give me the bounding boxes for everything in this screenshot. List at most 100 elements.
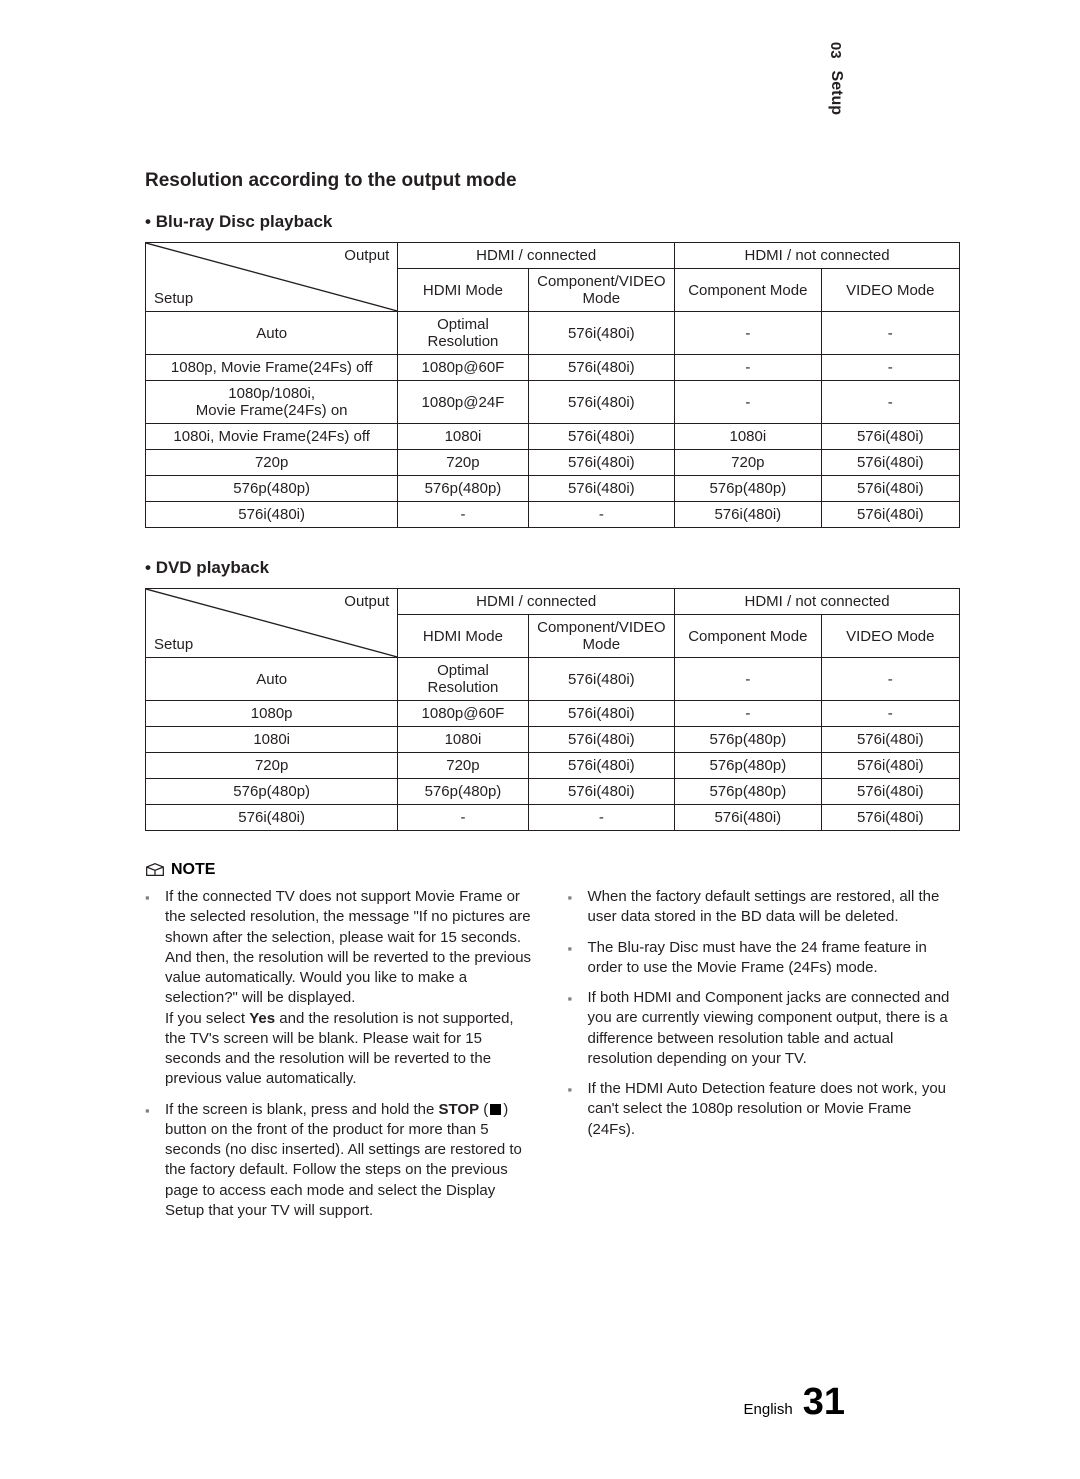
value-cell: 576i(480i) — [821, 727, 959, 753]
page-title: Resolution according to the output mode — [145, 170, 960, 192]
setup-cell: 576i(480i) — [146, 805, 398, 831]
value-cell: 576i(480i) — [528, 658, 675, 701]
value-cell: 576i(480i) — [528, 312, 675, 355]
hdr-video-mode: VIDEO Mode — [821, 269, 959, 312]
table-head: Output Setup HDMI / connected HDMI / not… — [146, 243, 960, 312]
value-cell: 576i(480i) — [821, 779, 959, 805]
table-row: 1080p1080p@60F576i(480i)-- — [146, 701, 960, 727]
value-cell: - — [675, 701, 822, 727]
hdr-setup: Setup — [154, 636, 193, 653]
setup-cell: 576p(480p) — [146, 476, 398, 502]
value-cell: 576p(480p) — [675, 476, 822, 502]
side-tab: 03 Setup — [827, 42, 845, 115]
hdr-comp-mode: Component Mode — [675, 615, 822, 658]
value-cell: 576i(480i) — [528, 753, 675, 779]
value-cell: - — [675, 381, 822, 424]
value-cell: 1080i — [398, 424, 528, 450]
hdr-hdmi-connected: HDMI / connected — [398, 589, 675, 615]
table-row: 1080i, Movie Frame(24Fs) off1080i576i(48… — [146, 424, 960, 450]
value-cell: - — [398, 502, 528, 528]
setup-cell: 720p — [146, 450, 398, 476]
value-cell: 576i(480i) — [528, 727, 675, 753]
value-cell: 720p — [398, 753, 528, 779]
footer-lang: English — [744, 1401, 793, 1418]
hdr-comp-video: Component/VIDEO Mode — [528, 615, 675, 658]
table-row: 1080i1080i576i(480i)576p(480p)576i(480i) — [146, 727, 960, 753]
setup-cell: 1080p, Movie Frame(24Fs) off — [146, 355, 398, 381]
setup-cell: 576p(480p) — [146, 779, 398, 805]
value-cell: 576i(480i) — [528, 476, 675, 502]
value-cell: 576i(480i) — [675, 805, 822, 831]
value-cell: - — [675, 658, 822, 701]
footer: English 31 — [744, 1381, 845, 1424]
bluray-caption: Blu-ray Disc playback — [145, 212, 960, 232]
table-row: 576p(480p)576p(480p)576i(480i)576p(480p)… — [146, 476, 960, 502]
dvd-caption: DVD playback — [145, 558, 960, 578]
value-cell: - — [821, 355, 959, 381]
value-cell: 576i(480i) — [528, 381, 675, 424]
value-cell: Optimal Resolution — [398, 312, 528, 355]
note-label: NOTE — [171, 861, 215, 879]
value-cell: 576p(480p) — [398, 476, 528, 502]
value-cell: 576p(480p) — [675, 753, 822, 779]
value-cell: 576i(480i) — [821, 805, 959, 831]
value-cell: - — [675, 312, 822, 355]
setup-cell: 1080p — [146, 701, 398, 727]
table-row: 1080p/1080i, Movie Frame(24Fs) on1080p@2… — [146, 381, 960, 424]
hdr-output: Output — [344, 593, 389, 610]
table-row: AutoOptimal Resolution576i(480i)-- — [146, 312, 960, 355]
table-row: AutoOptimal Resolution576i(480i)-- — [146, 658, 960, 701]
hdr-setup: Setup — [154, 290, 193, 307]
note-item: If the connected TV does not support Mov… — [165, 887, 538, 1090]
setup-cell: Auto — [146, 658, 398, 701]
value-cell: - — [398, 805, 528, 831]
value-cell: 576i(480i) — [821, 502, 959, 528]
value-cell: 720p — [675, 450, 822, 476]
table-row: 576i(480i)--576i(480i)576i(480i) — [146, 805, 960, 831]
setup-cell: 1080i, Movie Frame(24Fs) off — [146, 424, 398, 450]
value-cell: - — [821, 701, 959, 727]
setup-cell: 576i(480i) — [146, 502, 398, 528]
hdr-hdmi-not-connected: HDMI / not connected — [675, 589, 960, 615]
setup-cell: 720p — [146, 753, 398, 779]
value-cell: 1080p@24F — [398, 381, 528, 424]
value-cell: 576i(480i) — [821, 424, 959, 450]
table-row: 1080p, Movie Frame(24Fs) off1080p@60F576… — [146, 355, 960, 381]
value-cell: 576i(480i) — [821, 753, 959, 779]
value-cell: 576p(480p) — [675, 727, 822, 753]
table-row: 720p720p576i(480i)576p(480p)576i(480i) — [146, 753, 960, 779]
notes: If the connected TV does not support Mov… — [145, 887, 960, 1231]
value-cell: 576p(480p) — [398, 779, 528, 805]
table-row: 576i(480i)--576i(480i)576i(480i) — [146, 502, 960, 528]
value-cell: - — [821, 658, 959, 701]
value-cell: 576p(480p) — [675, 779, 822, 805]
diag-header: Output Setup — [146, 243, 398, 312]
value-cell: 1080p@60F — [398, 701, 528, 727]
value-cell: 576i(480i) — [528, 424, 675, 450]
value-cell: - — [675, 355, 822, 381]
table-row: 576p(480p)576p(480p)576i(480i)576p(480p)… — [146, 779, 960, 805]
hdr-hdmi-connected: HDMI / connected — [398, 243, 675, 269]
value-cell: Optimal Resolution — [398, 658, 528, 701]
value-cell: - — [821, 381, 959, 424]
hdr-hdmi-not-connected: HDMI / not connected — [675, 243, 960, 269]
table-head: Output Setup HDMI / connected HDMI / not… — [146, 589, 960, 658]
dvd-table: Output Setup HDMI / connected HDMI / not… — [145, 588, 960, 831]
value-cell: 576i(480i) — [821, 450, 959, 476]
note-item: If both HDMI and Component jacks are con… — [588, 988, 961, 1069]
value-cell: 576i(480i) — [528, 701, 675, 727]
bluray-table: Output Setup HDMI / connected HDMI / not… — [145, 242, 960, 528]
note-item: If the screen is blank, press and hold t… — [165, 1100, 538, 1222]
hdr-hdmi-mode: HDMI Mode — [398, 269, 528, 312]
value-cell: - — [528, 805, 675, 831]
value-cell: - — [821, 312, 959, 355]
value-cell: 1080i — [398, 727, 528, 753]
chapter-number: 03 — [828, 42, 845, 59]
hdr-hdmi-mode: HDMI Mode — [398, 615, 528, 658]
note-item: If the HDMI Auto Detection feature does … — [588, 1079, 961, 1140]
table-row: 720p720p576i(480i)720p576i(480i) — [146, 450, 960, 476]
setup-cell: Auto — [146, 312, 398, 355]
note-heading: NOTE — [145, 861, 960, 879]
value-cell: 576i(480i) — [528, 779, 675, 805]
setup-cell: 1080i — [146, 727, 398, 753]
